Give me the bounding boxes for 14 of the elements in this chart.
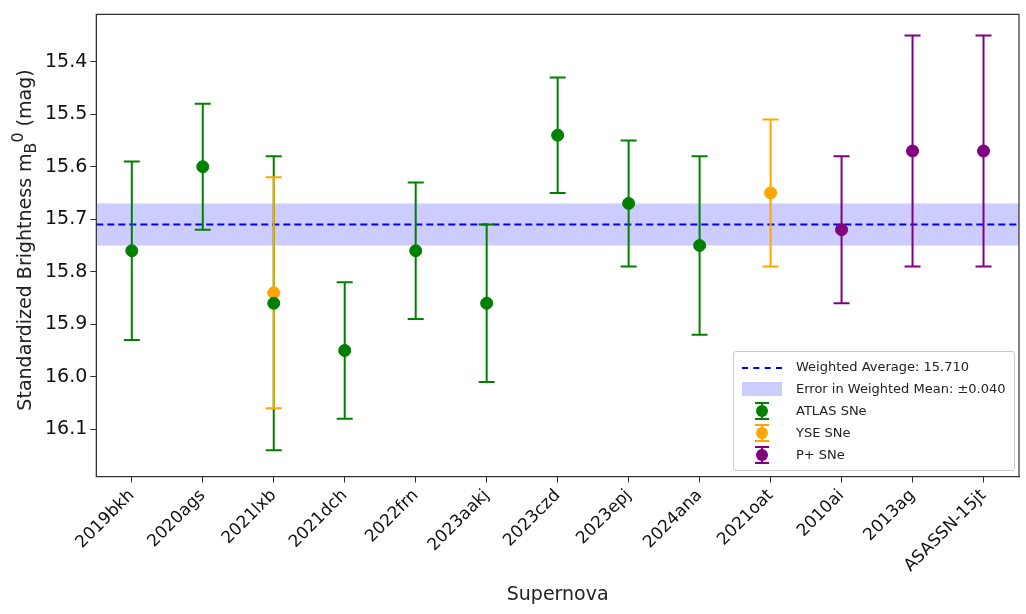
legend-label: Error in Weighted Mean: ±0.040 [796, 381, 1006, 397]
legend-label: YSE SNe [796, 425, 851, 441]
y-tick-label: 15.4 [44, 48, 88, 71]
y-tick-label: 16.0 [44, 363, 88, 386]
y-tick-label: 15.7 [44, 206, 88, 229]
y-tick-label: 15.6 [44, 153, 88, 176]
legend-label: Weighted Average: 15.710 [796, 359, 970, 375]
y-tick-label: 15.8 [44, 258, 88, 281]
legend-label: ATLAS SNe [796, 403, 867, 419]
y-tick-label: 15.9 [44, 311, 88, 334]
y-tick-label: 16.1 [44, 416, 88, 439]
legend-label: P+ SNe [796, 447, 845, 463]
y-tick-label: 15.5 [44, 101, 88, 124]
x-axis-title: Supernova [506, 581, 609, 604]
